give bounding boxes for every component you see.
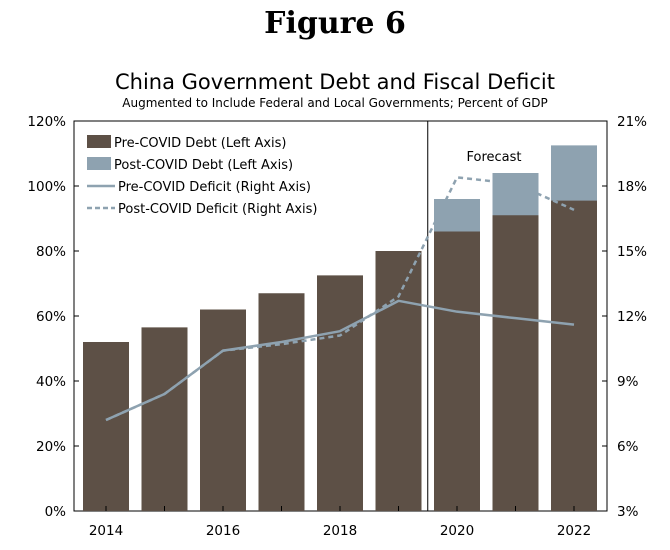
bar-pre-covid-debt-2020 <box>434 231 480 511</box>
legend-pre-covid-deficit-label: Pre-COVID Deficit (Right Axis) <box>118 180 311 195</box>
bar-pre-covid-debt-2015 <box>141 327 188 511</box>
figure-label: Figure 6 <box>264 6 406 41</box>
bar-pre-covid-debt-2022 <box>551 200 597 511</box>
legend-post-covid-debt-swatch <box>87 157 111 170</box>
bar-pre-covid-debt-2017 <box>258 293 305 511</box>
right-axis-tick-label: 3% <box>617 504 639 520</box>
right-axis-tick-label: 12% <box>617 309 647 325</box>
bar-pre-covid-debt-2018 <box>317 275 363 511</box>
legend-post-covid-debt-label: Post-COVID Debt (Left Axis) <box>114 158 293 173</box>
forecast-label: Forecast <box>466 150 521 165</box>
left-axis-tick-label: 20% <box>36 439 66 455</box>
left-axis-tick-label: 60% <box>36 309 66 325</box>
right-axis-tick-label: 18% <box>617 179 647 195</box>
left-axis-tick-label: 80% <box>36 244 66 260</box>
legend-post-covid-deficit-label: Post-COVID Deficit (Right Axis) <box>118 202 318 217</box>
bar-pre-covid-debt-2016 <box>200 309 246 511</box>
left-axis-tick-label: 0% <box>45 504 67 520</box>
chart-title: China Government Debt and Fiscal Deficit <box>115 70 555 94</box>
x-axis-tick-label: 2018 <box>323 523 357 539</box>
x-axis-tick-label: 2014 <box>89 523 123 539</box>
x-axis-tick-label: 2020 <box>440 523 474 539</box>
legend-pre-covid-debt-label: Pre-COVID Debt (Left Axis) <box>114 136 287 151</box>
right-axis-tick-label: 21% <box>617 114 647 130</box>
x-axis-tick-label: 2022 <box>557 523 591 539</box>
line-pre-covid-deficit <box>105 299 575 422</box>
right-axis-tick-label: 6% <box>617 439 639 455</box>
left-axis-tick-label: 40% <box>36 374 66 390</box>
bar-pre-covid-debt-2021 <box>492 215 539 511</box>
right-axis-tick-label: 15% <box>617 244 647 260</box>
right-axis-tick-label: 9% <box>617 374 639 390</box>
line-post-covid-deficit <box>105 176 575 422</box>
legend-pre-covid-debt-swatch <box>87 135 111 148</box>
bar-pre-covid-debt-2014 <box>83 342 129 511</box>
chart-subtitle: Augmented to Include Federal and Local G… <box>122 96 547 110</box>
left-axis-tick-label: 120% <box>27 114 66 130</box>
left-axis-tick-label: 100% <box>27 179 66 195</box>
x-axis-tick-label: 2016 <box>206 523 240 539</box>
bar-pre-covid-debt-2019 <box>375 251 422 511</box>
